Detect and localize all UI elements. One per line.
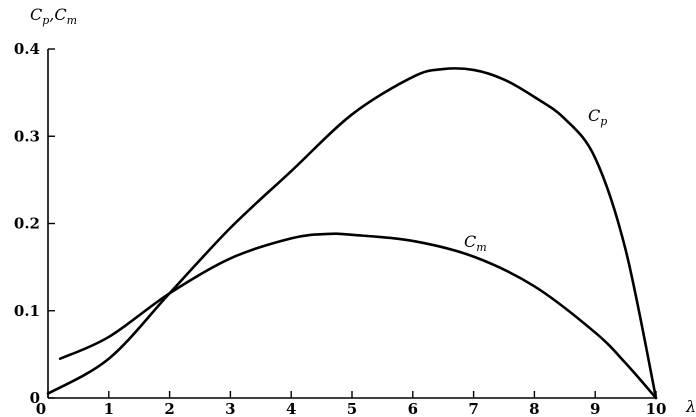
x-axis-label: λ <box>685 397 696 416</box>
x-axis-title: λ <box>685 397 696 416</box>
y-tick-label: 0.1 <box>14 302 40 320</box>
y-tick-label: 0.2 <box>14 215 40 233</box>
x-tick-label: 5 <box>347 400 357 417</box>
x-tick-label: 0 <box>36 400 46 417</box>
curves <box>46 67 658 400</box>
x-tick-label: 10 <box>646 400 667 417</box>
y-axis-label: Cp,Cm <box>30 5 77 27</box>
series-line-cp <box>46 67 658 400</box>
x-tick-label: 8 <box>529 400 539 417</box>
y-tick-label: 0.3 <box>14 127 40 145</box>
x-tick-label: 9 <box>590 400 600 417</box>
x-tick-label: 1 <box>104 400 114 417</box>
y-tick-label: 0.4 <box>14 40 40 58</box>
x-ticks: 0 1 2 3 4 5 6 7 8 9 10 <box>36 391 667 417</box>
series-label-cp: Cp <box>588 106 607 128</box>
y-axis-title: Cp,Cm <box>30 5 77 27</box>
x-tick-label: 3 <box>225 400 235 417</box>
series-line-cm <box>58 232 658 400</box>
y-ticks: 0 0.1 0.2 0.3 0.4 <box>14 40 55 407</box>
y-tick-label: 0 <box>30 389 40 407</box>
x-tick-label: 7 <box>468 400 478 417</box>
series-label-cm: Cm <box>464 232 487 254</box>
x-tick-label: 4 <box>286 400 296 417</box>
x-tick-label: 6 <box>408 400 418 417</box>
x-tick-label: 2 <box>164 400 174 417</box>
series-labels: Cp Cm <box>464 106 607 254</box>
